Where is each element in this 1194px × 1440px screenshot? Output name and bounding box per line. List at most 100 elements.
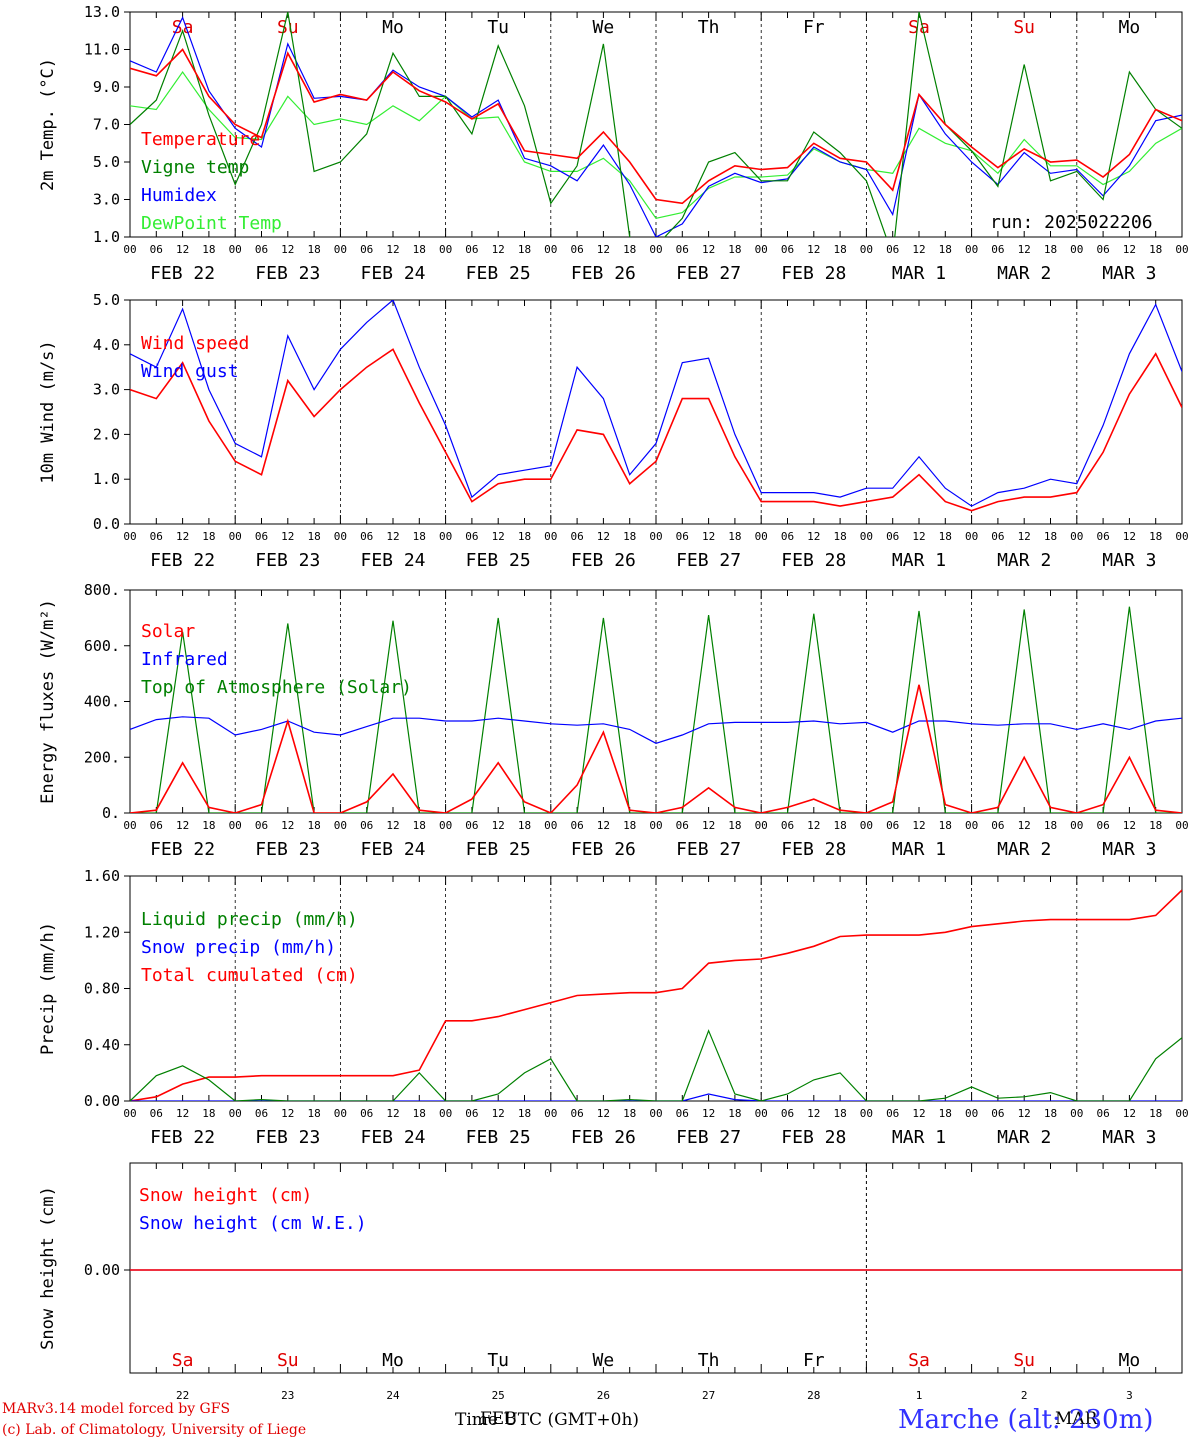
date-label: FEB 26	[571, 550, 636, 571]
hour-label: 06	[570, 530, 583, 543]
hour-label: 00	[860, 1107, 873, 1120]
date-label: MAR 1	[892, 839, 946, 860]
weekday-label: Su	[277, 1350, 299, 1371]
hour-label: 12	[281, 243, 294, 256]
hour-label: 00	[755, 243, 768, 256]
hour-label: 00	[544, 243, 557, 256]
hour-label: 06	[360, 530, 373, 543]
date-label: FEB 23	[255, 263, 320, 284]
hour-label: 06	[570, 243, 583, 256]
hour-label: 00	[755, 819, 768, 832]
hour-label: 06	[150, 530, 163, 543]
hour-label: 18	[623, 243, 636, 256]
hour-label: 06	[255, 530, 268, 543]
date-label: MAR 2	[997, 839, 1051, 860]
hour-label: 12	[702, 530, 715, 543]
hour-label: 18	[833, 1107, 846, 1120]
hour-label: 18	[413, 530, 426, 543]
hour-label: 18	[939, 530, 952, 543]
hour-label: 06	[255, 819, 268, 832]
hour-label: 00	[1175, 243, 1188, 256]
hour-label: 06	[360, 243, 373, 256]
hour-label: 12	[597, 819, 610, 832]
y-tick-label: 7.0	[93, 116, 120, 134]
hour-label: 18	[307, 819, 320, 832]
y-axis-label: Precip (mm/h)	[38, 922, 58, 1055]
hour-label: 12	[1123, 819, 1136, 832]
hour-label: 06	[781, 1107, 794, 1120]
date-label: FEB 28	[781, 550, 846, 571]
day-number: 2	[1021, 1389, 1028, 1402]
hour-label: 18	[307, 1107, 320, 1120]
legend-entry: Wind gust	[141, 361, 239, 382]
hour-label: 00	[544, 1107, 557, 1120]
y-tick-label: 1.60	[84, 867, 120, 885]
series-line	[130, 12, 1182, 237]
weekday-label: Sa	[908, 1350, 930, 1371]
hour-label: 12	[386, 819, 399, 832]
hour-label: 06	[676, 1107, 689, 1120]
hour-label: 06	[150, 819, 163, 832]
hour-label: 12	[386, 1107, 399, 1120]
hour-label: 00	[965, 819, 978, 832]
hour-label: 00	[334, 1107, 347, 1120]
y-axis-label: Energy fluxes (W/m²)	[38, 599, 58, 804]
series-line	[130, 889, 1182, 1101]
hour-label: 06	[991, 243, 1004, 256]
y-tick-label: 5.0	[93, 153, 120, 171]
date-label: FEB 22	[150, 1127, 215, 1148]
hour-label: 06	[255, 1107, 268, 1120]
hour-label: 18	[518, 819, 531, 832]
hour-label: 12	[807, 819, 820, 832]
hour-label: 06	[465, 819, 478, 832]
hour-label: 06	[570, 1107, 583, 1120]
hour-label: 18	[518, 1107, 531, 1120]
hour-label: 00	[649, 1107, 662, 1120]
hour-label: 06	[150, 1107, 163, 1120]
y-axis-label: Snow height (cm)	[38, 1186, 58, 1350]
weekday-label: Tu	[487, 1350, 509, 1371]
legend-entry: Wind speed	[141, 333, 249, 354]
hour-label: 06	[886, 243, 899, 256]
date-label: MAR 3	[1102, 1127, 1156, 1148]
run-label: run: 2025022206	[990, 212, 1153, 233]
date-label: FEB 26	[571, 1127, 636, 1148]
hour-label: 12	[597, 530, 610, 543]
hour-label: 12	[386, 243, 399, 256]
hour-label: 18	[1149, 530, 1162, 543]
hour-label: 00	[229, 819, 242, 832]
hour-label: 00	[123, 819, 136, 832]
date-label: FEB 24	[360, 839, 425, 860]
date-label: MAR 1	[892, 550, 946, 571]
hour-label: 18	[413, 1107, 426, 1120]
hour-label: 12	[1018, 1107, 1031, 1120]
hour-label: 12	[176, 530, 189, 543]
hour-label: 12	[176, 1107, 189, 1120]
weekday-label: We	[593, 17, 615, 38]
weekday-label: Th	[698, 1350, 720, 1371]
legend-entry: Vigne temp	[141, 157, 249, 178]
hour-label: 06	[465, 243, 478, 256]
hour-label: 00	[1070, 1107, 1083, 1120]
hour-label: 12	[1018, 819, 1031, 832]
legend-entry: Snow height (cm W.E.)	[139, 1213, 367, 1234]
day-number: 26	[597, 1389, 610, 1402]
hour-label: 00	[755, 530, 768, 543]
hour-label: 00	[334, 819, 347, 832]
date-label: FEB 27	[676, 263, 741, 284]
weekday-label: Mo	[1119, 1350, 1141, 1371]
y-tick-label: 11.0	[84, 41, 120, 59]
hour-label: 18	[728, 1107, 741, 1120]
hour-label: 06	[886, 530, 899, 543]
weekday-label: Sa	[172, 1350, 194, 1371]
hour-label: 18	[413, 819, 426, 832]
date-label: FEB 27	[676, 550, 741, 571]
time-axis-overlap-label: FEB	[480, 1409, 517, 1429]
hour-label: 00	[1070, 530, 1083, 543]
series-line	[130, 300, 1182, 507]
hour-label: 12	[912, 1107, 925, 1120]
hour-label: 00	[860, 530, 873, 543]
legend-entry: Humidex	[141, 185, 217, 206]
hour-label: 12	[281, 819, 294, 832]
